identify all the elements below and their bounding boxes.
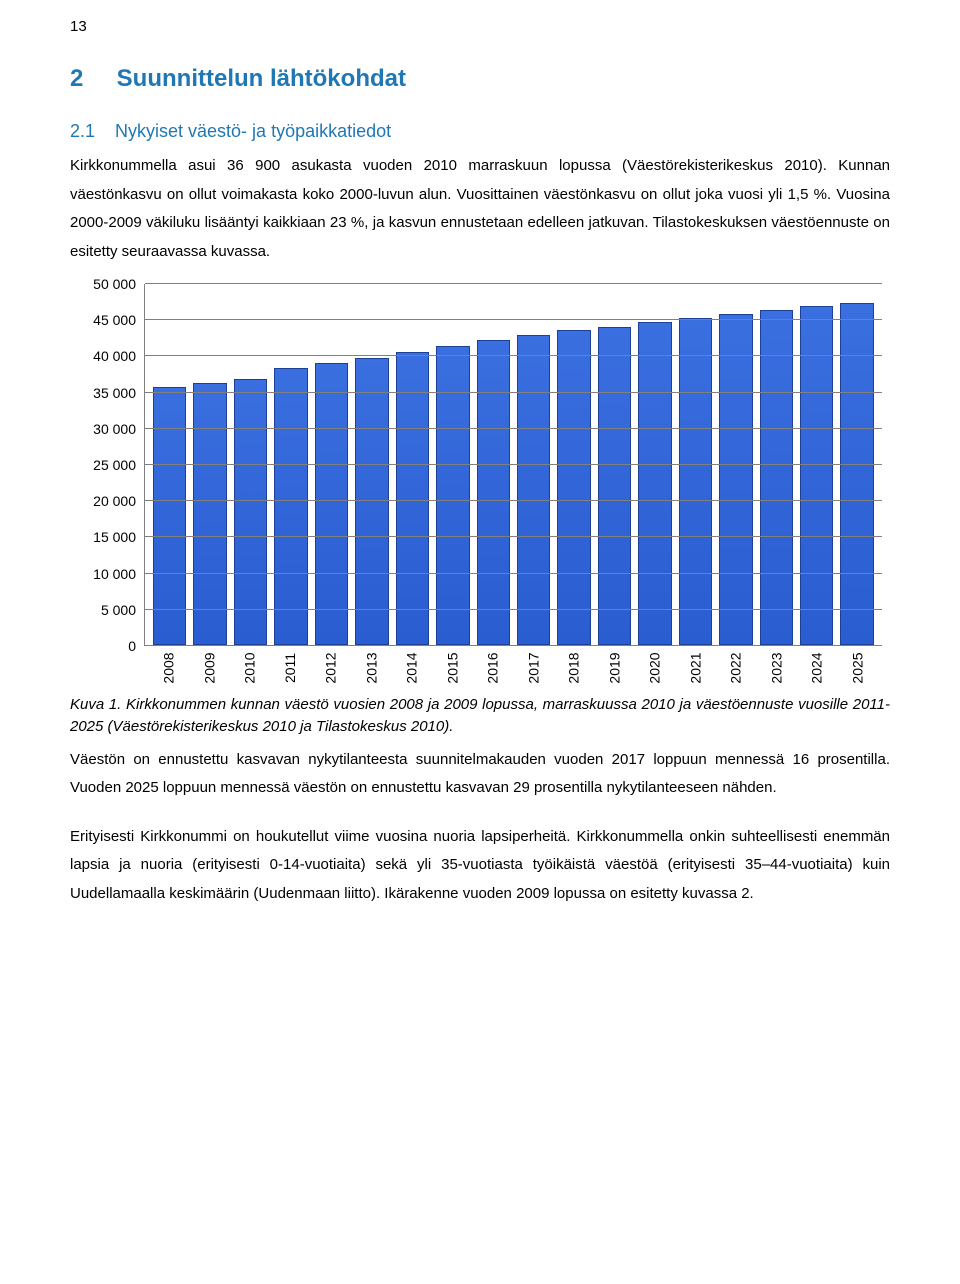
chart-x-tick-label: 2024 bbox=[800, 650, 834, 686]
chart-x-tick-label: 2025 bbox=[841, 650, 875, 686]
chart-x-tick-label: 2017 bbox=[517, 650, 551, 686]
chart-plot-area bbox=[144, 284, 882, 646]
chart-x-tick-label: 2021 bbox=[679, 650, 713, 686]
chart-y-tick-label: 20 000 bbox=[70, 493, 136, 509]
paragraph-1: Kirkkonummella asui 36 900 asukasta vuod… bbox=[70, 152, 890, 266]
chart-bar bbox=[719, 314, 752, 645]
chart-x-tick-label: 2020 bbox=[638, 650, 672, 686]
population-chart: 2008200920102011201220132014201520162017… bbox=[70, 276, 890, 686]
heading-2-text: Nykyiset väestö- ja työpaikkatiedot bbox=[115, 121, 391, 141]
heading-1-number: 2 bbox=[70, 65, 110, 93]
chart-bar bbox=[800, 306, 833, 645]
chart-y-tick-label: 25 000 bbox=[70, 457, 136, 473]
paragraph-3: Erityisesti Kirkkonummi on houkutellut v… bbox=[70, 823, 890, 909]
chart-bar bbox=[477, 340, 510, 645]
chart-gridline bbox=[145, 609, 882, 610]
heading-2: 2.1 Nykyiset väestö- ja työpaikkatiedot bbox=[70, 121, 890, 142]
heading-1: 2 Suunnittelun lähtökohdat bbox=[70, 65, 890, 93]
chart-gridline bbox=[145, 428, 882, 429]
heading-2-number: 2.1 bbox=[70, 121, 110, 142]
chart-x-tick-label: 2022 bbox=[719, 650, 753, 686]
chart-x-tick-label: 2015 bbox=[436, 650, 470, 686]
chart-x-tick-label: 2019 bbox=[598, 650, 632, 686]
chart-bar bbox=[638, 322, 671, 645]
chart-x-tick-label: 2008 bbox=[152, 650, 186, 686]
paragraph-2: Väestön on ennustettu kasvavan nykytilan… bbox=[70, 746, 890, 803]
chart-bar bbox=[760, 310, 793, 645]
chart-bar bbox=[598, 327, 631, 645]
chart-y-tick-label: 45 000 bbox=[70, 312, 136, 328]
figure-caption: Kuva 1. Kirkkonummen kunnan väestö vuosi… bbox=[70, 694, 890, 738]
chart-x-tick-label: 2009 bbox=[193, 650, 227, 686]
chart-x-tick-label: 2014 bbox=[395, 650, 429, 686]
chart-y-tick-label: 50 000 bbox=[70, 276, 136, 292]
chart-bar bbox=[315, 363, 348, 645]
chart-gridline bbox=[145, 355, 882, 356]
chart-gridline bbox=[145, 500, 882, 501]
chart-bar bbox=[193, 383, 226, 645]
chart-gridline bbox=[145, 536, 882, 537]
chart-bar bbox=[274, 368, 307, 645]
chart-y-tick-label: 5 000 bbox=[70, 602, 136, 618]
chart-y-tick-label: 35 000 bbox=[70, 385, 136, 401]
chart-bar bbox=[840, 303, 873, 645]
chart-bar bbox=[153, 387, 186, 645]
chart-bar bbox=[557, 330, 590, 646]
chart-x-tick-label: 2010 bbox=[233, 650, 267, 686]
chart-gridline bbox=[145, 319, 882, 320]
chart-gridline bbox=[145, 392, 882, 393]
chart-gridline bbox=[145, 464, 882, 465]
chart-y-tick-label: 30 000 bbox=[70, 421, 136, 437]
page-number: 13 bbox=[70, 18, 890, 35]
chart-bar bbox=[517, 335, 550, 645]
chart-bar bbox=[679, 318, 712, 645]
chart-y-tick-label: 15 000 bbox=[70, 529, 136, 545]
chart-y-tick-label: 0 bbox=[70, 638, 136, 654]
chart-x-tick-label: 2023 bbox=[760, 650, 794, 686]
chart-y-tick-label: 10 000 bbox=[70, 566, 136, 582]
chart-x-tick-label: 2013 bbox=[355, 650, 389, 686]
chart-x-tick-label: 2011 bbox=[274, 650, 308, 686]
chart-gridline bbox=[145, 573, 882, 574]
chart-gridline bbox=[145, 283, 882, 284]
chart-x-tick-label: 2016 bbox=[476, 650, 510, 686]
chart-x-labels: 2008200920102011201220132014201520162017… bbox=[144, 650, 882, 686]
chart-y-tick-label: 40 000 bbox=[70, 348, 136, 364]
heading-1-text: Suunnittelun lähtökohdat bbox=[117, 65, 406, 92]
chart-bar bbox=[234, 379, 267, 645]
chart-x-tick-label: 2012 bbox=[314, 650, 348, 686]
chart-bar bbox=[355, 358, 388, 645]
chart-x-tick-label: 2018 bbox=[557, 650, 591, 686]
chart-bar bbox=[396, 352, 429, 645]
